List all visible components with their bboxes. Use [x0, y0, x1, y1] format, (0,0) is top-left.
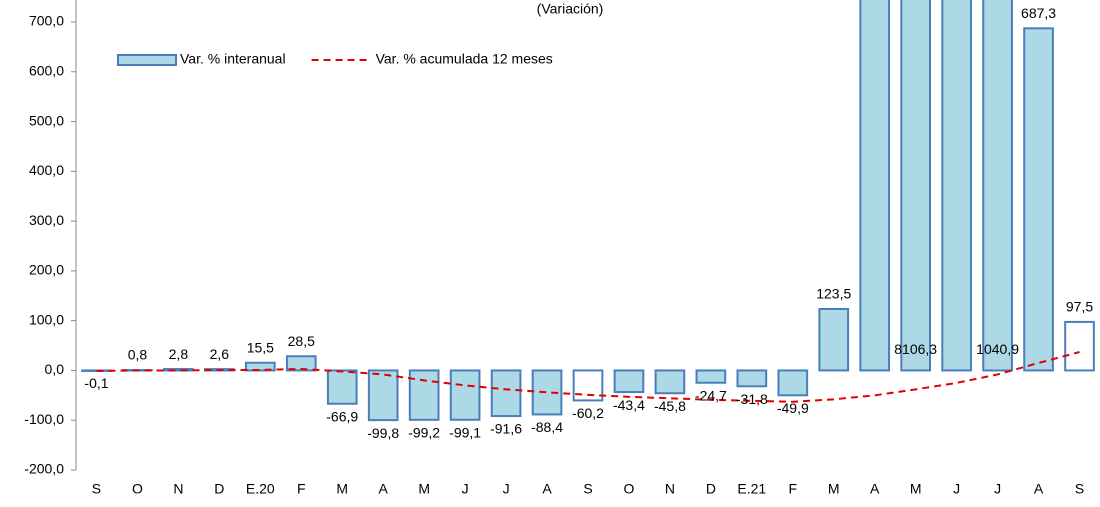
data-label: 2,6: [210, 346, 230, 362]
legend-swatch: [117, 54, 177, 66]
legend-label: Var. % acumulada 12 meses: [376, 51, 553, 67]
x-tick-label: N: [665, 481, 675, 497]
bar: [163, 368, 194, 372]
x-tick-label: F: [789, 481, 798, 497]
y-tick-label: 300,0: [29, 212, 64, 228]
x-tick-label: M: [336, 481, 348, 497]
data-label: -31,8: [736, 391, 768, 407]
x-tick-label: F: [297, 481, 306, 497]
y-tick-label: 400,0: [29, 162, 64, 178]
data-label: -88,4: [531, 419, 563, 435]
chart-title: (Variación): [537, 1, 604, 17]
legend-label: Var. % interanual: [180, 51, 286, 67]
x-tick-label: M: [910, 481, 922, 497]
bar: [613, 369, 645, 394]
bar: [654, 369, 686, 395]
x-tick-label: A: [542, 481, 552, 497]
bar: [367, 369, 399, 422]
data-label: 1040,9: [976, 341, 1019, 357]
x-tick-label: N: [173, 481, 183, 497]
x-tick-label: E.20: [246, 481, 275, 497]
x-tick-label: J: [462, 481, 469, 497]
bar: [941, 0, 972, 372]
y-tick-label: -100,0: [24, 411, 64, 427]
data-label: 0,8: [128, 347, 148, 363]
data-label: -60,2: [572, 405, 604, 421]
bar: [777, 369, 809, 397]
x-tick-label: D: [706, 481, 716, 497]
y-tick-label: 200,0: [29, 262, 64, 278]
data-label: 123,5: [816, 286, 851, 302]
y-tick-label: 0,0: [45, 361, 65, 377]
data-label: 687,3: [1021, 5, 1056, 21]
data-label: -99,2: [408, 425, 440, 441]
data-label: -49,9: [777, 400, 809, 416]
bar: [326, 369, 358, 405]
data-label: 28,5: [288, 333, 315, 349]
x-tick-label: A: [1034, 481, 1044, 497]
line: [96, 351, 1080, 403]
y-tick-label: 100,0: [29, 311, 64, 327]
bar: [818, 307, 850, 372]
bar: [1064, 320, 1095, 372]
plot: [81, 0, 1095, 422]
bar: [408, 369, 440, 421]
x-tick-label: J: [994, 481, 1001, 497]
data-label: -0,1: [84, 375, 108, 391]
data-label: -45,8: [654, 398, 686, 414]
y-tick-label: -200,0: [24, 461, 64, 477]
bar: [449, 369, 481, 421]
data-label: -99,8: [367, 425, 399, 441]
x-tick-label: O: [624, 481, 635, 497]
bar: [736, 369, 768, 388]
x-tick-label: A: [379, 481, 389, 497]
x-tick-label: S: [583, 481, 592, 497]
bar: [859, 0, 891, 372]
bar: [285, 355, 317, 372]
data-label: -24,7: [695, 387, 727, 403]
data-label: 97,5: [1066, 299, 1093, 315]
bar: [982, 0, 1013, 372]
x-tick-label: J: [953, 481, 960, 497]
data-label: -66,9: [326, 408, 358, 424]
data-label: -43,4: [613, 397, 645, 413]
bar: [244, 361, 276, 372]
bar: [695, 369, 727, 384]
y-tick-label: 700,0: [29, 13, 64, 29]
data-label: -99,1: [449, 424, 481, 440]
bar: [1023, 27, 1054, 372]
bar: [490, 369, 522, 418]
x-tick-label: E.21: [737, 481, 766, 497]
data-label: 15,5: [247, 339, 274, 355]
y-tick-label: 500,0: [29, 112, 64, 128]
x-tick-label: M: [828, 481, 840, 497]
x-tick-label: A: [870, 481, 880, 497]
x-tick-label: J: [503, 481, 510, 497]
bar: [900, 0, 932, 372]
data-label: 8106,3: [894, 341, 937, 357]
x-tick-label: O: [132, 481, 143, 497]
x-tick-label: S: [1075, 481, 1084, 497]
y-tick-label: 600,0: [29, 62, 64, 78]
x-tick-label: M: [418, 481, 430, 497]
x-tick-label: D: [214, 481, 224, 497]
data-label: 2,8: [169, 346, 189, 362]
bar: [572, 369, 604, 402]
x-tick-label: S: [92, 481, 101, 497]
data-label: -91,6: [490, 421, 522, 437]
